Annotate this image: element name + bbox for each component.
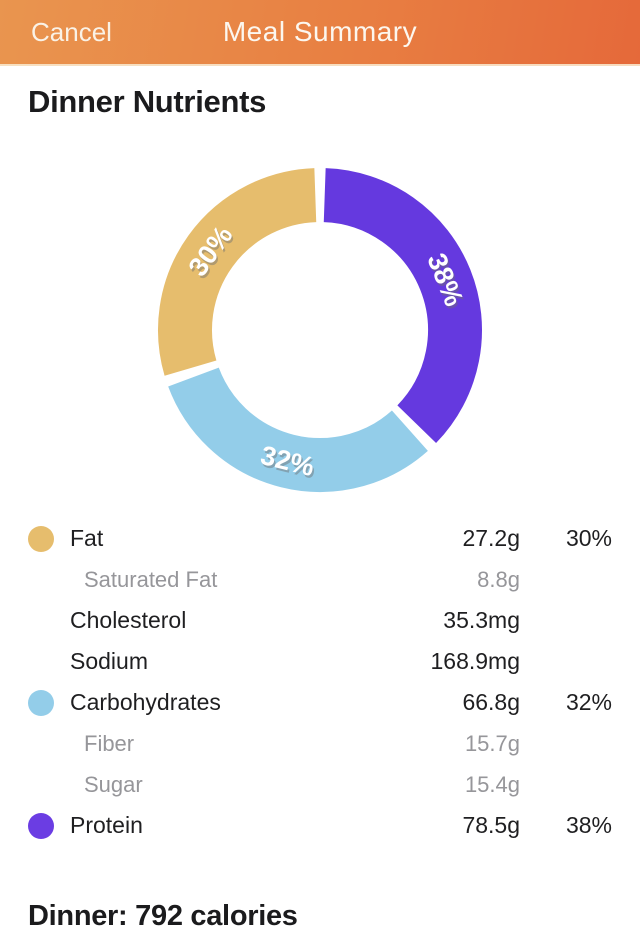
nutrient-label: Protein (70, 812, 143, 838)
nutrient-row: Fiber 15.7g (28, 723, 612, 764)
nutrient-row: Sugar 15.4g (28, 764, 612, 805)
legend-dot-protein (28, 812, 54, 839)
nutrient-amount: 66.8g (462, 689, 520, 715)
nutrient-percent: 30% (565, 525, 612, 551)
nutrient-label: Saturated Fat (84, 566, 218, 592)
nutrient-label: Cholesterol (70, 607, 187, 633)
nutrient-amount: 8.8g (477, 566, 520, 592)
cancel-button[interactable]: Cancel (31, 0, 112, 64)
nutrient-table: Fat 27.2g 30% Saturated Fat 8.8g Cholesterol 3… (0, 518, 640, 846)
nutrient-percent: 38% (565, 812, 612, 838)
nutrient-amount: 27.2g (462, 525, 520, 551)
nutrient-row: Cholesterol 35.3mg (28, 600, 612, 641)
legend-dot-column (28, 689, 70, 716)
nutrient-row: Carbohydrates 66.8g 32% (28, 682, 612, 723)
legend-dot-fat (28, 525, 54, 552)
donut-segment-protein (323, 168, 482, 443)
donut-chart-svg: 38%38%32%32%30%30% (158, 168, 482, 492)
nutrient-row: Protein 78.5g 38% (28, 805, 612, 846)
nutrient-label: Fat (70, 525, 104, 551)
nutrient-amount: 15.7g (464, 730, 520, 756)
nutrient-amount: 35.3mg (443, 607, 520, 633)
nutrient-row: Sodium 168.9mg (28, 641, 612, 682)
nutrient-label: Sugar (84, 771, 143, 797)
nutrient-label: Carbohydrates (70, 689, 221, 715)
nutrient-amount: 78.5g (462, 812, 520, 838)
nav-bar: Cancel Meal Summary (0, 0, 640, 66)
page-title: Meal Summary (222, 16, 418, 47)
section-title: Dinner Nutrients (28, 84, 267, 119)
nutrient-row: Saturated Fat 8.8g (28, 559, 612, 600)
nutrient-row: Fat 27.2g 30% (28, 518, 612, 559)
calories-total: Dinner: 792 calories (28, 900, 298, 932)
donut-chart: 38% 38% 32% 32% 30% 30% (0, 136, 640, 506)
legend-dot-column (28, 812, 70, 839)
nutrient-percent: 32% (565, 689, 612, 715)
donut-segment-carbohydrates (168, 366, 428, 492)
nutrient-amount: 15.4g (464, 771, 520, 797)
nutrient-label: Sodium (70, 648, 148, 674)
legend-dot-carbohydrates (28, 689, 54, 716)
legend-dot-column (28, 525, 70, 552)
nutrient-label: Fiber (84, 730, 135, 756)
nutrient-amount: 168.9mg (430, 648, 520, 674)
donut-segment-fat (158, 168, 317, 376)
